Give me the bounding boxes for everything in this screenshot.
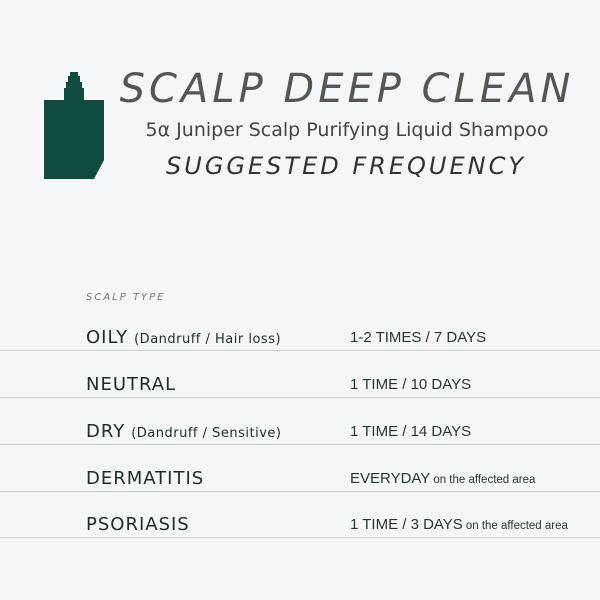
page-subtitle: SUGGESTED FREQUENCY [166, 152, 526, 180]
scalp-type-note: (Dandruff / Sensitive) [131, 426, 282, 441]
frequency-value: 1-2 TIMES / 7 DAYS [350, 329, 487, 346]
frequency: 1 TIME / 14 DAYS [350, 423, 474, 440]
frequency-value: EVERYDAY [350, 470, 431, 487]
frequency: EVERYDAY on the affected area [350, 470, 535, 487]
frequency-note: on the affected area [433, 474, 536, 486]
frequency-value: 1 TIME / 3 DAYS [350, 516, 463, 533]
scalp-type-label: DERMATITIS [86, 468, 205, 489]
scalp-type: OILY (Dandruff / Hair loss) [86, 327, 281, 348]
table-row: DRY (Dandruff / Sensitive) 1 TIME / 14 DA… [0, 398, 600, 445]
scalp-type-label: DRY [86, 421, 126, 442]
scalp-type-label: OILY [86, 327, 129, 348]
table-row: PSORIASIS 1 TIME / 3 DAYS on the affected… [0, 491, 600, 538]
scalp-type-note: (Dandruff / Hair loss) [134, 332, 282, 347]
frequency-note: on the affected area [465, 520, 568, 532]
frequency: 1 TIME / 3 DAYS on the affected area [350, 516, 568, 533]
table-row: DERMATITIS EVERYDAY on the affected area [0, 445, 600, 492]
scalp-type-label: NEUTRAL [86, 374, 177, 395]
bottle-icon [44, 72, 104, 179]
product-name: 5α Juniper Scalp Purifying Liquid Shampo… [145, 119, 549, 141]
frequency: 1 TIME / 10 DAYS [350, 376, 474, 393]
table-row: OILY (Dandruff / Hair loss) 1-2 TIMES / 7… [0, 304, 600, 351]
page-title: SCALP DEEP CLEAN [119, 66, 575, 112]
scalp-type: DERMATITIS [86, 468, 210, 489]
frequency: 1-2 TIMES / 7 DAYS [350, 329, 489, 346]
scalp-type: DRY (Dandruff / Sensitive) [86, 421, 282, 442]
scalp-type: NEUTRAL [86, 374, 182, 395]
frequency-value: 1 TIME / 14 DAYS [350, 423, 472, 440]
table-row: NEUTRAL 1 TIME / 10 DAYS [0, 351, 600, 398]
scalp-type-label: PSORIASIS [86, 514, 190, 535]
frequency-value: 1 TIME / 10 DAYS [350, 376, 472, 393]
table-header: SCALP TYPE [86, 292, 166, 303]
scalp-type: PSORIASIS [86, 514, 196, 535]
